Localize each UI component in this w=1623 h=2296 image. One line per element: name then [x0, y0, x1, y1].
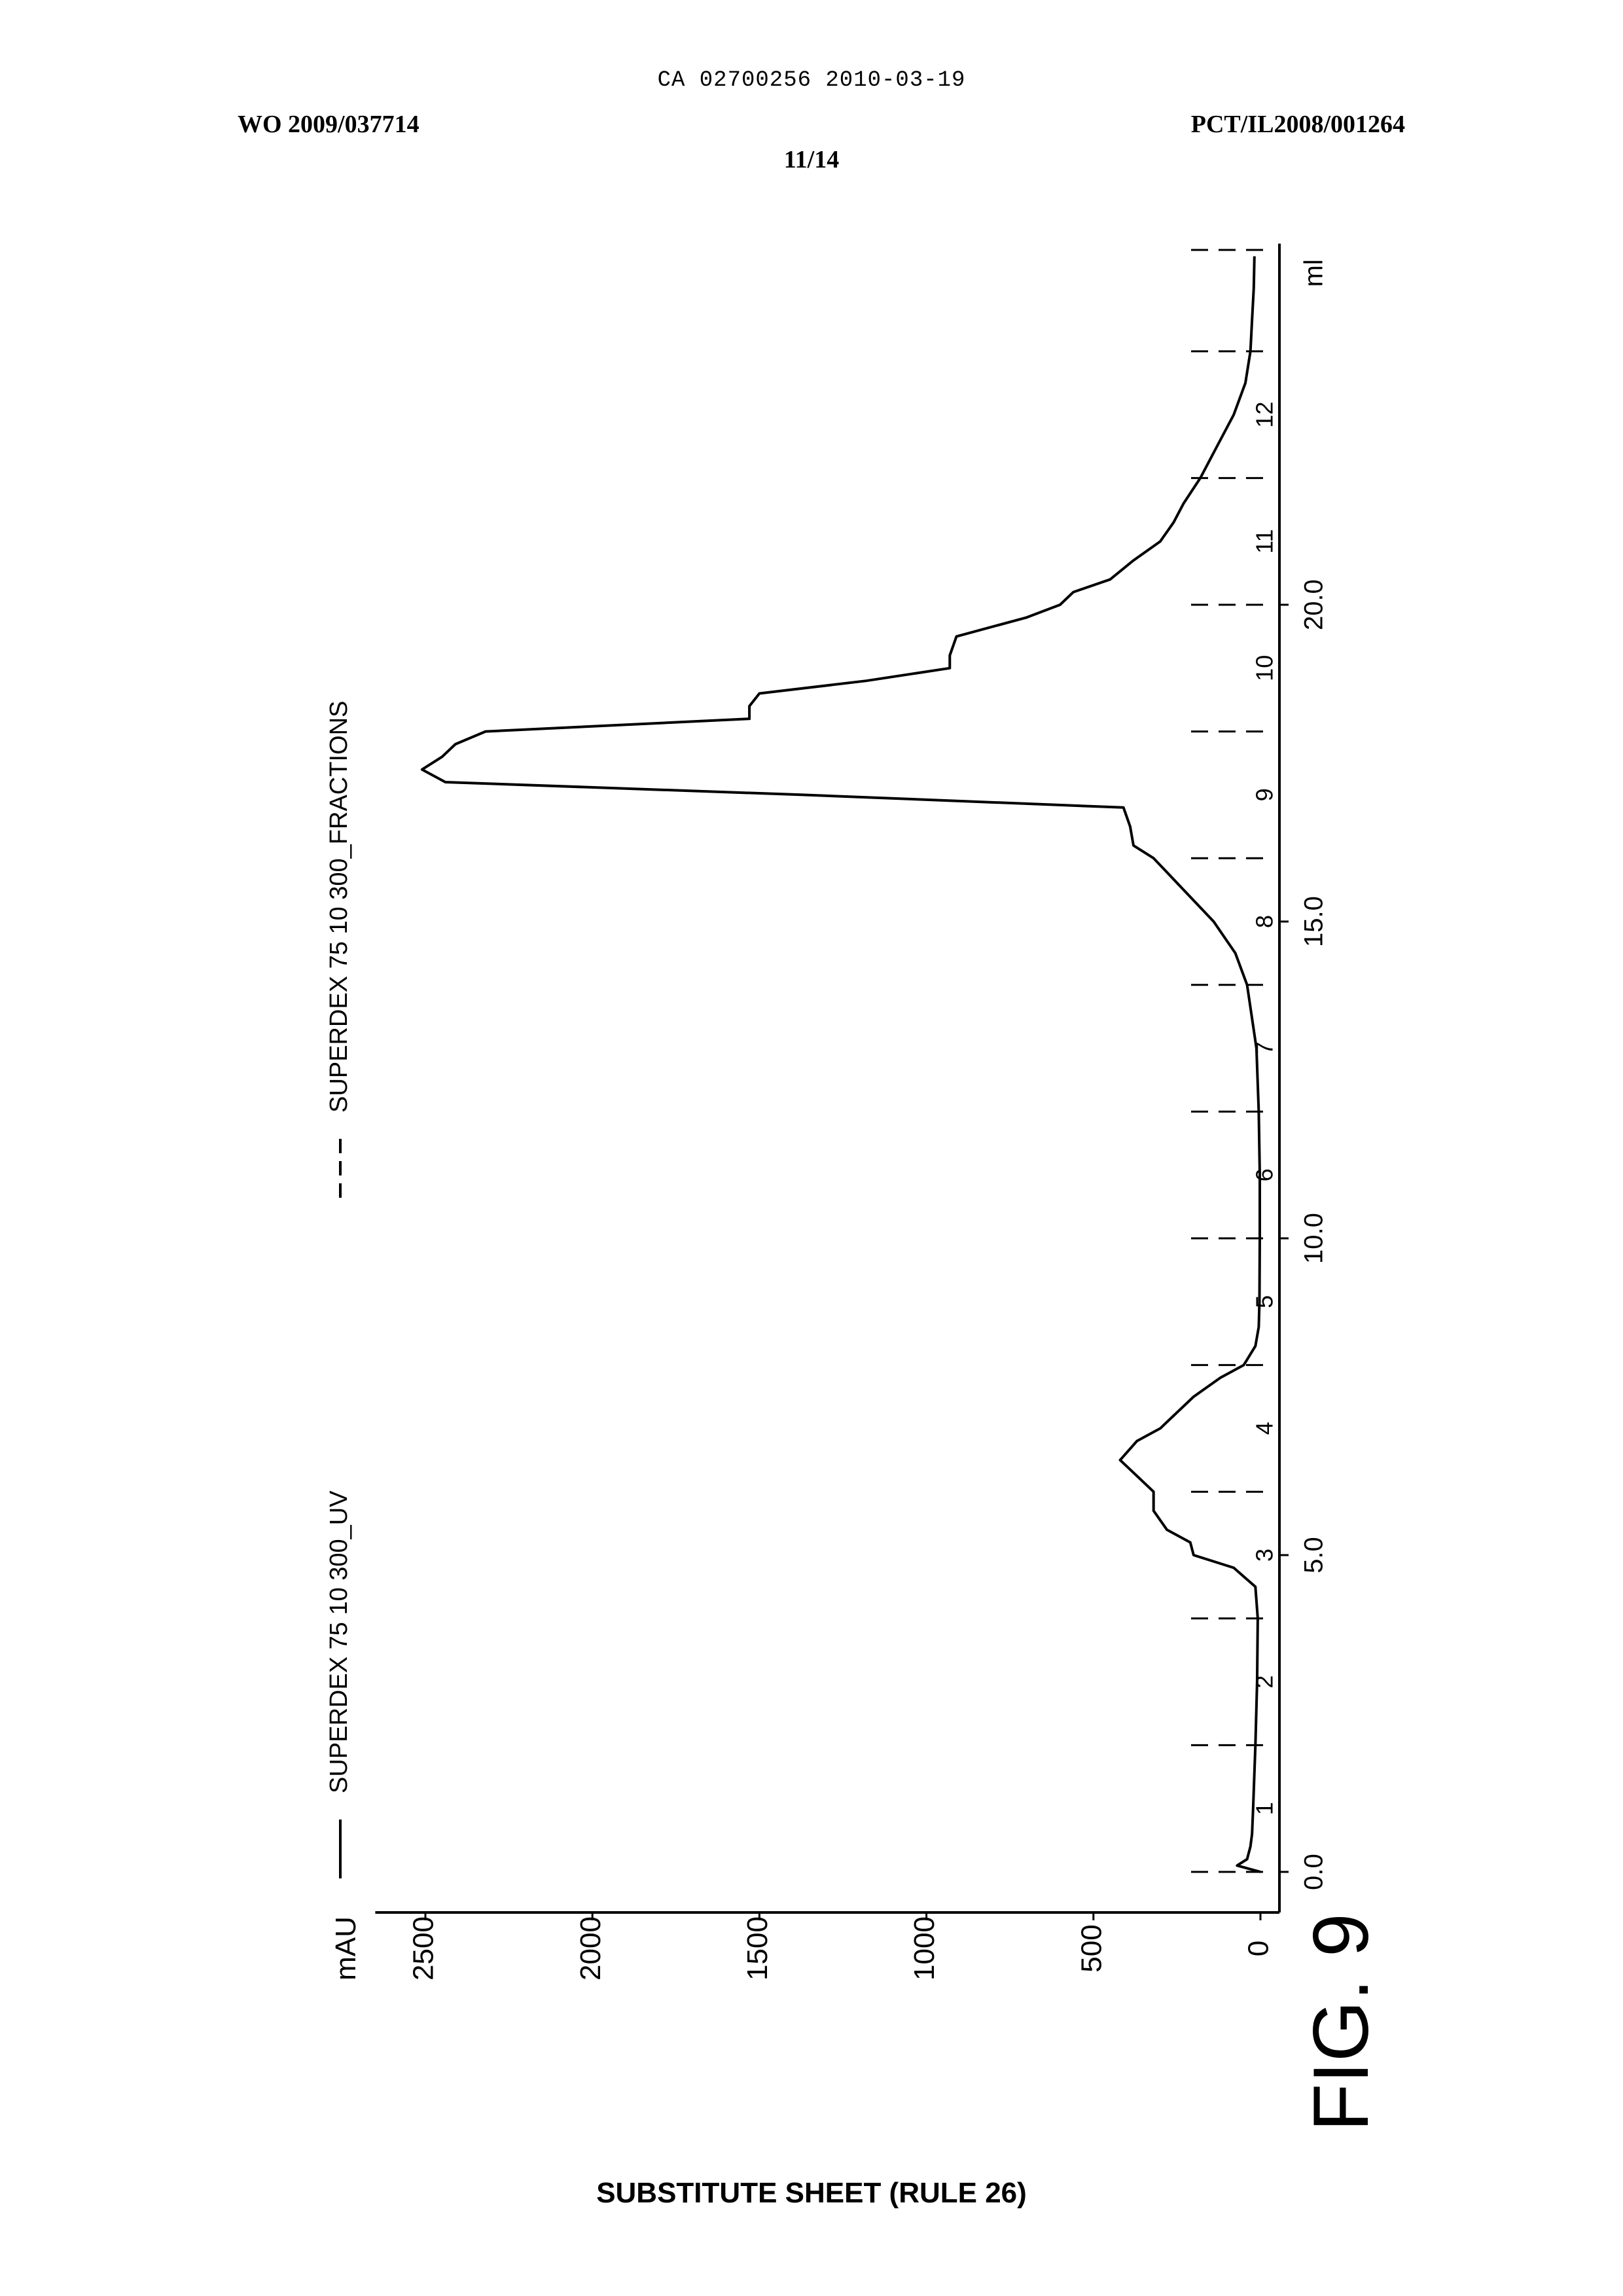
chart-legend: SUPERDEX 75 10 300_UV SUPERDEX 75 10 300_… [325, 701, 353, 1878]
x-tick-label: 5.0 [1300, 1537, 1329, 1573]
legend-entry-label: SUPERDEX 75 10 300_UV [325, 1490, 353, 1793]
y-axis-label: mAU [330, 1916, 362, 1981]
fraction-label: 4 [1251, 1422, 1278, 1435]
y-tick-label: 1000 [908, 1916, 940, 1981]
fraction-label: 2 [1251, 1676, 1278, 1689]
x-tick-label: 15.0 [1300, 896, 1329, 947]
figure-label: FIG. 9 [1297, 1913, 1385, 2131]
uv-trace-line [422, 257, 1260, 1872]
fraction-label: 11 [1251, 529, 1278, 554]
y-tick-label: 1500 [741, 1916, 774, 1981]
fraction-label: 8 [1251, 915, 1278, 928]
y-tick-label: 2500 [408, 1916, 440, 1981]
substitute-sheet-footer: SUBSTITUTE SHEET (RULE 26) [0, 2177, 1623, 2210]
y-tick-label: 0 [1243, 1941, 1275, 1956]
chart-plot-area: 0.0 5.0 10.0 15.0 20.0 ml 0 500 1000 1500 2000 2500… [330, 243, 1328, 1981]
fraction-label: 1 [1251, 1802, 1278, 1815]
fraction-label: 3 [1251, 1549, 1278, 1562]
legend-entry-label: SUPERDEX 75 10 300_FRACTIONS [325, 701, 353, 1113]
x-tick-label: 0.0 [1300, 1854, 1329, 1890]
fraction-label: 6 [1251, 1168, 1278, 1181]
x-axis-label: ml [1300, 259, 1329, 287]
fraction-label: 5 [1251, 1295, 1278, 1308]
fraction-label: 9 [1251, 788, 1278, 801]
x-tick-label: 20.0 [1300, 579, 1329, 630]
fraction-label: 12 [1251, 402, 1278, 428]
y-tick-label: 500 [1075, 1924, 1107, 1972]
x-tick-label: 10.0 [1300, 1213, 1329, 1264]
fraction-label: 10 [1251, 655, 1278, 681]
y-tick-label: 2000 [575, 1916, 607, 1981]
